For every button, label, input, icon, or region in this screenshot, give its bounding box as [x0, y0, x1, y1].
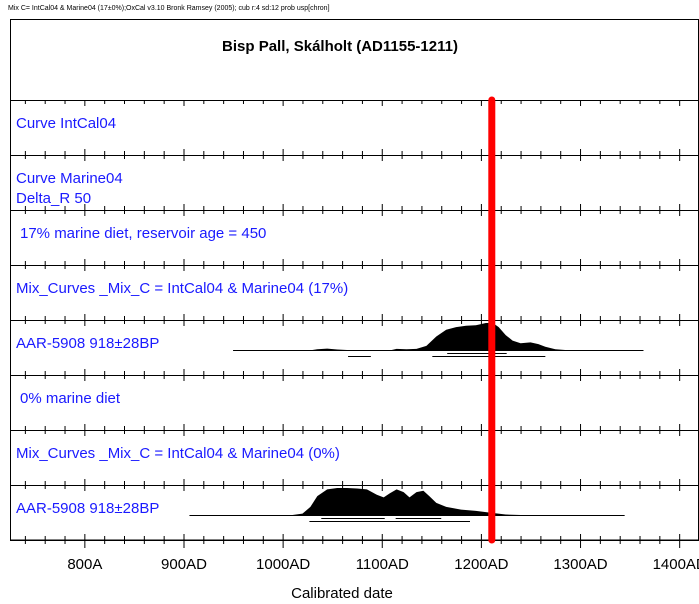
row-label: Mix_Curves _Mix_C = IntCal04 & Marine04 …	[16, 445, 340, 462]
probability-distribution	[233, 323, 644, 350]
x-tick-label: 1300AD	[553, 556, 607, 573]
chart-title: Bisp Pall, Skálholt (AD1155-1211)	[222, 38, 458, 55]
probability-distribution	[189, 488, 625, 515]
x-tick-label: 900AD	[161, 556, 207, 573]
row-label: Mix_Curves _Mix_C = IntCal04 & Marine04 …	[16, 280, 348, 297]
x-tick-label: 800A	[67, 556, 102, 573]
x-tick-label: 1000AD	[256, 556, 310, 573]
x-tick-label: 1400AD	[653, 556, 699, 573]
row-label: Curve IntCal04	[16, 115, 116, 132]
row-label: AAR-5908 918±28BP	[16, 335, 159, 352]
row-label: AAR-5908 918±28BP	[16, 500, 159, 517]
x-tick-label: 1100AD	[356, 556, 409, 573]
x-axis-label: Calibrated date	[291, 585, 393, 602]
row-label: Delta_R 50	[16, 190, 91, 207]
header: Mix C= IntCal04 & Marine04 (17±0%);OxCal…	[8, 5, 330, 12]
row-label: 17% marine diet, reservoir age = 450	[20, 225, 266, 242]
row-label: Curve Marine04	[16, 170, 123, 187]
row-label: 0% marine diet	[20, 390, 121, 407]
x-tick-label: 1200AD	[454, 556, 508, 573]
